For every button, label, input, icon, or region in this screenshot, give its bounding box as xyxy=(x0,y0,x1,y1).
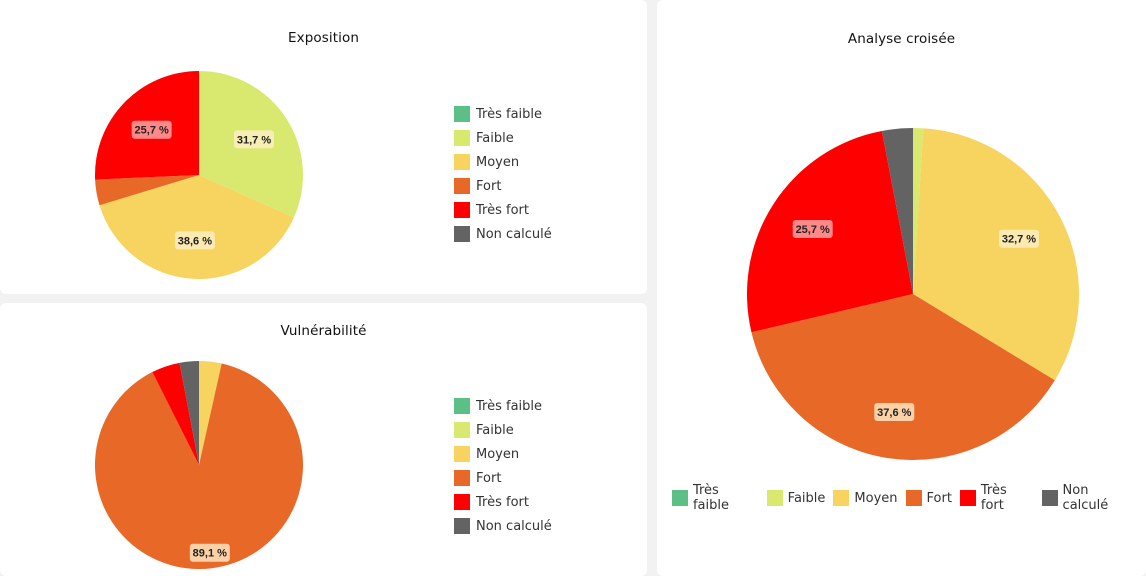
pie-slice-tres-fort[interactable] xyxy=(152,362,199,465)
legend-swatch-moyen xyxy=(833,490,850,506)
legend-label-non-calcule: Non calculé xyxy=(476,226,552,242)
legend-item-tres-faible[interactable]: Très faible xyxy=(454,394,552,418)
legend-label-faible: Faible xyxy=(476,422,514,438)
data-label-tres-fort: 25,7 % xyxy=(135,125,169,137)
legend-item-non-calcule[interactable]: Non calculé xyxy=(1041,483,1138,513)
legend-label-non-calcule: Non calculé xyxy=(476,518,552,534)
data-label-moyen: 32,7 % xyxy=(1002,234,1036,246)
legend-label-fort: Fort xyxy=(926,490,952,506)
analyse-croisee-card: Analyse croisée 32,7 % 37,6 % 25,7 % Très … xyxy=(657,0,1146,576)
pie-slice-fort[interactable] xyxy=(751,294,1055,460)
data-label-bg-fort xyxy=(874,403,915,422)
vulnerabilite-title: Vulnérabilité xyxy=(280,323,367,339)
pie-slice-moyen[interactable] xyxy=(913,128,1079,381)
data-label-bg-tres-fort xyxy=(792,220,833,239)
legend-item-tres-fort[interactable]: Très fort xyxy=(959,483,1034,513)
legend-item-non-calcule[interactable]: Non calculé xyxy=(454,222,552,246)
legend-label-moyen: Moyen xyxy=(854,490,898,506)
legend-swatch-fort xyxy=(454,470,470,486)
legend-swatch-non-calcule xyxy=(454,518,470,534)
data-label-bg-fort xyxy=(189,543,230,562)
legend-swatch-non-calcule xyxy=(454,226,470,242)
legend-swatch-faible xyxy=(454,422,470,438)
legend-label-tres-fort: Très fort xyxy=(476,202,529,218)
exposition-legend: Très faible Faible Moyen Fort Très fort Non c… xyxy=(454,102,552,246)
legend-label-faible: Faible xyxy=(476,130,514,146)
legend-item-moyen[interactable]: Moyen xyxy=(833,486,898,510)
pie-slice-moyen[interactable] xyxy=(199,361,222,465)
pie-slice-fort[interactable] xyxy=(95,175,199,206)
data-label-bg-moyen xyxy=(998,229,1039,248)
legend-swatch-faible xyxy=(454,130,470,146)
pie-slice-faible[interactable] xyxy=(913,128,924,294)
analyse-croisee-legend: Très faible Faible Moyen Fort Très fort Non c… xyxy=(672,483,1146,513)
legend-item-tres-fort[interactable]: Très fort xyxy=(454,198,552,222)
analyse-croisee-title: Analyse croisée xyxy=(847,31,956,47)
data-label-tres-fort: 25,7 % xyxy=(796,224,830,236)
pie-slice-non-calcule[interactable] xyxy=(179,361,199,465)
vulnerabilite-pie-chart: 89,1 % xyxy=(94,361,303,569)
data-label-fort: 37,6 % xyxy=(877,407,911,419)
legend-swatch-tres-faible xyxy=(454,398,470,414)
legend-item-faible[interactable]: Faible xyxy=(454,418,552,442)
legend-swatch-tres-faible xyxy=(454,106,470,122)
data-label-bg-faible xyxy=(233,130,274,149)
legend-item-non-calcule[interactable]: Non calculé xyxy=(454,514,552,538)
legend-item-tres-faible[interactable]: Très faible xyxy=(672,483,759,513)
legend-item-faible[interactable]: Faible xyxy=(766,486,826,510)
exposition-title: Exposition xyxy=(288,30,359,46)
legend-label-fort: Fort xyxy=(476,470,502,486)
legend-swatch-tres-faible xyxy=(672,490,688,506)
pie-slice-moyen[interactable] xyxy=(99,175,294,280)
legend-label-moyen: Moyen xyxy=(476,446,520,462)
legend-item-tres-fort[interactable]: Très fort xyxy=(454,490,552,514)
pie-slice-fort[interactable] xyxy=(94,363,303,569)
legend-swatch-tres-fort xyxy=(454,494,470,510)
legend-item-fort[interactable]: Fort xyxy=(454,174,552,198)
exposition-pie-chart: 31,7 % 38,6 % 25,7 % xyxy=(95,71,304,280)
legend-item-moyen[interactable]: Moyen xyxy=(454,442,552,466)
legend-label-tres-faible: Très faible xyxy=(476,106,543,122)
legend-item-moyen[interactable]: Moyen xyxy=(454,150,552,174)
vulnerabilite-card: Vulnérabilité 89,1 % Très faible Faible Mo… xyxy=(0,303,647,576)
legend-swatch-fort xyxy=(905,490,922,506)
vulnerabilite-legend: Très faible Faible Moyen Fort Très fort Non c… xyxy=(454,394,552,538)
data-label-moyen: 38,6 % xyxy=(178,235,212,247)
legend-label-tres-fort: Très fort xyxy=(980,483,1007,513)
legend-swatch-fort xyxy=(454,178,470,194)
data-label-fort: 89,1 % xyxy=(193,548,227,560)
exposition-card: Exposition 31,7 % 38,6 % 25,7 % Très faibl… xyxy=(0,0,647,294)
data-label-faible: 31,7 % xyxy=(237,134,271,146)
legend-label-tres-fort: Très fort xyxy=(476,494,529,510)
legend-swatch-non-calcule xyxy=(1041,490,1058,506)
pie-slice-non-calcule[interactable] xyxy=(881,128,913,294)
legend-label-tres-faible: Très faible xyxy=(692,483,729,513)
legend-label-tres-faible: Très faible xyxy=(476,398,543,414)
analyse-croisee-pie-chart: 32,7 % 37,6 % 25,7 % xyxy=(747,128,1079,460)
legend-swatch-tres-fort xyxy=(959,490,976,506)
legend-item-fort[interactable]: Fort xyxy=(454,466,552,490)
legend-item-tres-faible[interactable]: Très faible xyxy=(454,102,552,126)
legend-item-fort[interactable]: Fort xyxy=(905,486,952,510)
legend-label-non-calcule: Non calculé xyxy=(1062,483,1109,513)
data-label-bg-tres-fort xyxy=(131,120,172,139)
legend-item-faible[interactable]: Faible xyxy=(454,126,552,150)
legend-label-fort: Fort xyxy=(476,178,502,194)
data-label-bg-moyen xyxy=(174,231,215,250)
legend-swatch-tres-fort xyxy=(454,202,470,218)
legend-swatch-moyen xyxy=(454,446,470,462)
legend-swatch-faible xyxy=(766,490,783,506)
legend-swatch-moyen xyxy=(454,154,470,170)
legend-label-faible: Faible xyxy=(787,490,826,506)
legend-label-moyen: Moyen xyxy=(476,154,520,170)
